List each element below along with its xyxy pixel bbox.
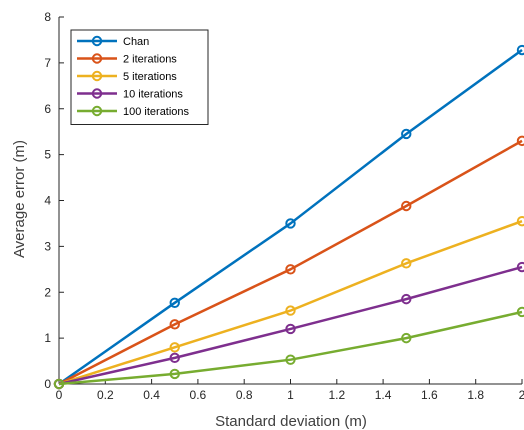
legend-marker <box>91 105 103 117</box>
legend-marker <box>91 70 103 82</box>
y-tick-label: 6 <box>44 102 51 116</box>
series-layer <box>53 44 524 390</box>
data-point <box>169 319 180 330</box>
axes: 0 0.2 0.4 0.6 0.8 1 1.2 1.4 1.6 1.8 2 0 1 2 3 4 5 6 7 8 <box>44 10 524 402</box>
y-tick-label: 3 <box>44 239 51 253</box>
series-5 <box>53 306 524 390</box>
x-tick-label: 1.2 <box>328 388 345 402</box>
data-point <box>169 342 180 353</box>
data-point <box>169 297 180 309</box>
y-tick-label: 7 <box>44 56 51 70</box>
series-3 <box>53 215 524 390</box>
legend-label: 100 iterations <box>123 106 190 118</box>
y-tick-label: 0 <box>44 377 51 391</box>
data-point <box>401 293 412 305</box>
series-line <box>58 49 523 386</box>
data-point <box>401 332 412 344</box>
y-tick-label: 1 <box>44 331 51 345</box>
legend-marker <box>91 88 103 99</box>
legend: Chan 2 iterations 5 iterations 10 iteration… <box>70 29 209 125</box>
x-tick-label: 1 <box>287 388 294 402</box>
data-point <box>285 218 296 229</box>
data-point <box>516 44 524 56</box>
y-axis-label: Average error (m) <box>11 140 28 258</box>
y-tick-label: 4 <box>44 194 51 208</box>
data-point <box>285 354 296 365</box>
legend-item: 5 iterations <box>77 70 177 83</box>
x-tick-label: 1.4 <box>375 388 392 402</box>
data-point <box>401 200 412 212</box>
data-point <box>401 258 412 269</box>
legend-item: 100 iterations <box>77 105 190 118</box>
legend-label: Chan <box>123 36 149 48</box>
series-line <box>58 265 523 386</box>
data-point <box>285 305 296 316</box>
series-1 <box>53 44 524 390</box>
series-2 <box>53 135 524 390</box>
legend-item: 10 iterations <box>77 88 183 101</box>
data-point <box>169 368 180 380</box>
legend-marker <box>91 53 103 64</box>
legend-marker <box>91 35 103 47</box>
legend-label: 2 iterations <box>123 54 177 66</box>
x-axis-label: Standard deviation (m) <box>215 413 367 430</box>
x-tick-label: 0.4 <box>143 388 160 402</box>
y-tick-label: 8 <box>44 10 51 24</box>
y-tick-label: 2 <box>44 285 51 299</box>
x-tick-label: 1.6 <box>421 388 438 402</box>
data-point <box>53 378 65 390</box>
legend-item: Chan <box>77 35 149 48</box>
x-tick-label: 2 <box>519 388 524 402</box>
x-tick-label: 0.8 <box>236 388 253 402</box>
x-tick-label: 0 <box>56 388 63 402</box>
x-tick-label: 1.8 <box>467 388 484 402</box>
legend-item: 2 iterations <box>77 53 177 66</box>
series-line <box>58 139 523 386</box>
data-point <box>285 264 296 275</box>
data-point <box>169 352 180 364</box>
x-tick-label: 0.2 <box>97 388 114 402</box>
legend-label: 10 iterations <box>123 89 183 101</box>
legend-label: 5 iterations <box>123 71 177 83</box>
data-point <box>516 215 524 227</box>
data-point <box>516 306 524 318</box>
data-point <box>516 261 524 273</box>
x-tick-label: 0.6 <box>190 388 207 402</box>
data-point <box>516 135 524 147</box>
data-point <box>401 128 412 140</box>
series-line <box>58 310 523 386</box>
series-line <box>58 219 523 386</box>
data-point <box>285 323 296 335</box>
y-tick-label: 5 <box>44 148 51 162</box>
